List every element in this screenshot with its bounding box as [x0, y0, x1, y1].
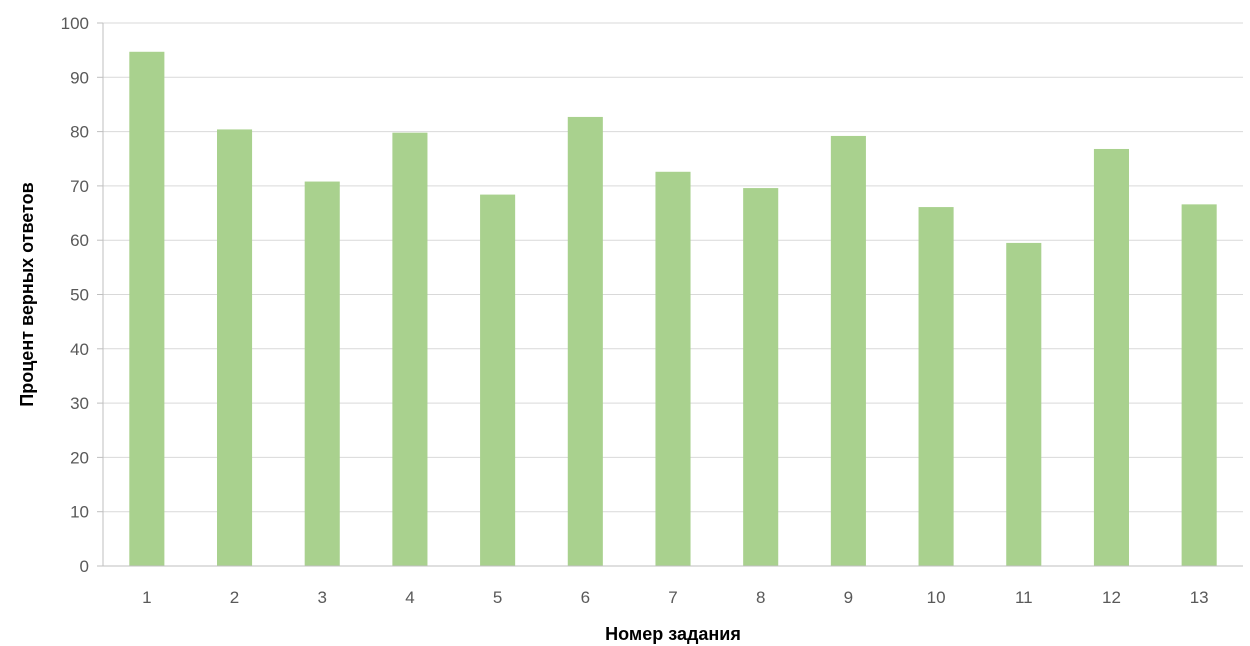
x-tick-label-9: 9 [844, 588, 853, 607]
y-tick-label-10: 10 [70, 503, 89, 522]
bars [129, 51, 1217, 567]
y-axis-title: Процент верных ответов [17, 182, 37, 406]
x-tick-label-3: 3 [317, 588, 326, 607]
y-tick-label-70: 70 [70, 177, 89, 196]
bar-7 [655, 171, 691, 567]
y-tick-label-20: 20 [70, 448, 89, 467]
y-tick-label-80: 80 [70, 123, 89, 142]
y-tick-label-60: 60 [70, 231, 89, 250]
x-tick-label-4: 4 [405, 588, 414, 607]
bar-1 [129, 51, 165, 567]
y-tick-label-100: 100 [61, 14, 89, 33]
axes [97, 22, 1243, 567]
bar-9 [830, 135, 866, 566]
x-tick-label-12: 12 [1102, 588, 1121, 607]
y-tick-labels: 0 10 20 30 40 50 60 70 80 90 100 [61, 14, 89, 576]
bar-8 [743, 188, 779, 566]
x-tick-label-7: 7 [668, 588, 677, 607]
x-tick-label-10: 10 [927, 588, 946, 607]
x-axis-title: Номер задания [605, 624, 741, 644]
bar-4 [392, 132, 428, 566]
bar-12 [1093, 148, 1129, 566]
x-tick-label-2: 2 [230, 588, 239, 607]
y-tick-label-0: 0 [80, 557, 89, 576]
bar-6 [567, 116, 603, 567]
x-tick-label-11: 11 [1015, 588, 1033, 607]
x-tick-label-6: 6 [581, 588, 590, 607]
x-tick-label-5: 5 [493, 588, 502, 607]
x-tick-label-13: 13 [1190, 588, 1209, 607]
y-tick-label-50: 50 [70, 286, 89, 305]
y-tick-label-40: 40 [70, 340, 89, 359]
bar-10 [918, 207, 954, 566]
bar-2 [217, 129, 253, 567]
bar-11 [1006, 242, 1042, 567]
x-tick-labels: 1 2 3 4 5 6 7 8 9 10 11 12 13 [142, 588, 1209, 607]
x-tick-label-1: 1 [142, 588, 151, 607]
bar-3 [304, 181, 340, 566]
x-tick-label-8: 8 [756, 588, 765, 607]
y-tick-label-30: 30 [70, 394, 89, 413]
bar-13 [1181, 204, 1217, 566]
bar-5 [480, 194, 516, 566]
y-tick-label-90: 90 [70, 68, 89, 87]
